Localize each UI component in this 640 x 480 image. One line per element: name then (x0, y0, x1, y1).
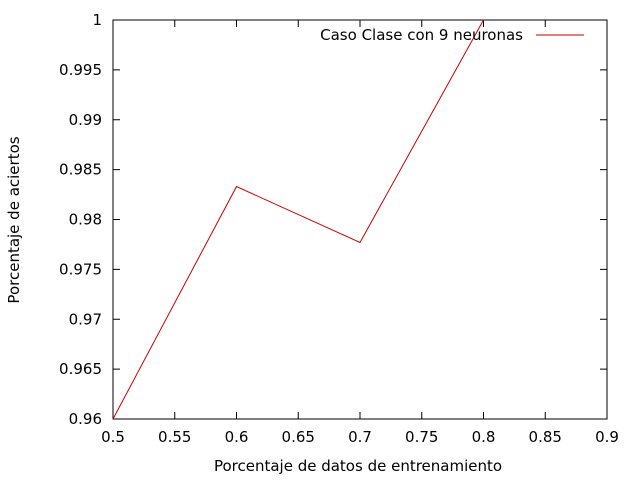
series-line (112, 19, 484, 420)
y-tick-label: 1 (92, 11, 102, 29)
x-tick-label: 0.85 (529, 428, 562, 446)
x-tick-label: 0.65 (282, 428, 315, 446)
x-tick-label: 0.75 (405, 428, 438, 446)
y-tick-label: 0.98 (69, 211, 102, 229)
y-axis-ticks: 0.96 0.965 0.97 0.975 0.98 0.985 0.99 0.995 1 (59, 11, 607, 428)
y-axis-label: Porcentaje de aciertos (5, 136, 23, 303)
data-point (235, 185, 238, 188)
x-tick-label: 0.9 (595, 428, 619, 446)
legend: Caso Clase con 9 neuronas (320, 26, 584, 44)
x-axis-ticks: 0.5 0.55 0.6 0.65 0.7 0.75 0.8 0.85 0.9 (101, 20, 619, 446)
x-tick-label: 0.7 (348, 428, 372, 446)
plot-frame (112, 19, 608, 420)
x-tick-label: 0.55 (158, 428, 191, 446)
series-layer (112, 19, 485, 420)
y-tick-label: 0.995 (59, 61, 102, 79)
x-tick-label: 0.8 (472, 428, 496, 446)
x-tick-label: 0.5 (101, 428, 125, 446)
y-tick-label: 0.99 (69, 111, 102, 129)
data-point (112, 418, 114, 420)
y-tick-label: 0.985 (59, 161, 102, 179)
x-axis-label: Porcentaje de datos de entrenamiento (214, 457, 502, 475)
legend-label: Caso Clase con 9 neuronas (320, 26, 523, 44)
data-point (482, 19, 485, 21)
y-tick-label: 0.975 (59, 260, 102, 278)
y-tick-label: 0.965 (59, 360, 102, 378)
data-point (359, 241, 361, 244)
y-tick-label: 0.96 (69, 410, 102, 428)
y-tick-label: 0.97 (69, 310, 102, 328)
x-tick-label: 0.6 (225, 428, 249, 446)
